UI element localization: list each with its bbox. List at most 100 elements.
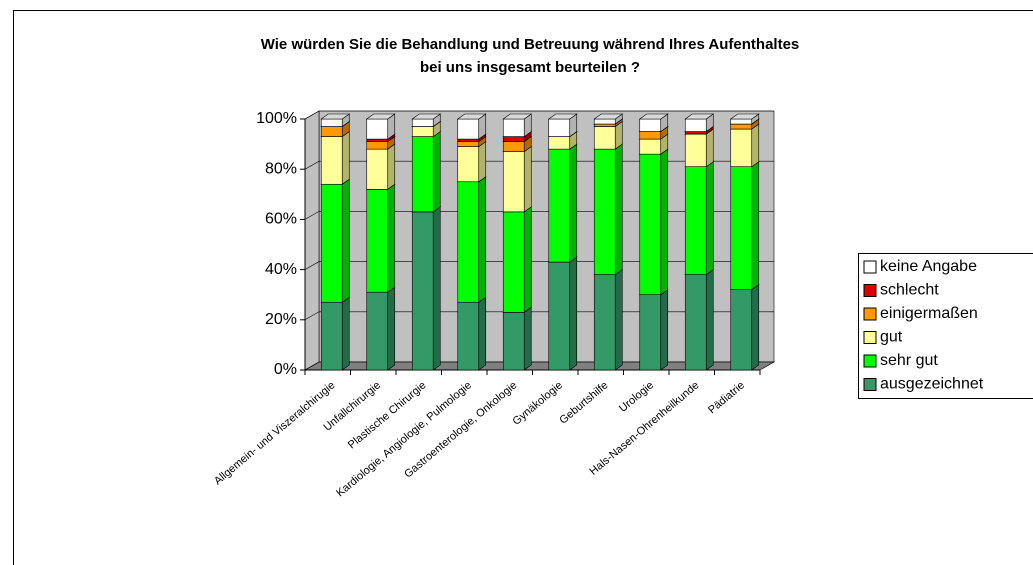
bar-segment [411, 136, 434, 213]
legend-label: sehr gut [880, 352, 938, 369]
bar-top [502, 113, 533, 120]
bar-side [751, 123, 760, 168]
bar-segment [639, 131, 662, 140]
bar-side [614, 143, 623, 276]
bar-side [569, 256, 578, 371]
legend-swatch [863, 378, 877, 391]
bar-segment [593, 274, 616, 371]
bar-side [387, 143, 396, 190]
grid-line [304, 110, 774, 120]
bar-side [660, 148, 669, 296]
bar-segment [684, 133, 707, 167]
legend-swatch [863, 284, 877, 297]
y-tick-label: 100% [256, 110, 297, 127]
chart-title: bei uns insgesamt beurteilen ? [420, 59, 640, 76]
y-tick-label: 20% [265, 311, 297, 328]
bar-top [593, 113, 624, 120]
legend-label: ausgezeichnet [880, 376, 984, 393]
bar-segment [684, 131, 707, 135]
bar-side [523, 306, 532, 371]
bar-segment [548, 136, 571, 150]
bar-segment [366, 188, 389, 293]
bar-side [569, 143, 578, 263]
bar-side [387, 183, 396, 293]
y-tick-label: 80% [265, 160, 297, 177]
bar-side [387, 286, 396, 371]
bar-segment [366, 138, 389, 142]
bar-side [523, 206, 532, 313]
legend-label: schlecht [880, 282, 939, 299]
bar-segment [457, 146, 480, 183]
bar-side [341, 178, 350, 303]
bar-side [660, 289, 669, 371]
bar-side [614, 269, 623, 371]
bar-segment [411, 211, 434, 371]
bar-side [478, 141, 487, 183]
bar-segment [502, 118, 525, 137]
legend-label: gut [880, 329, 903, 346]
bar-side [751, 284, 760, 371]
bar-segment [502, 211, 525, 313]
bar-side [478, 296, 487, 371]
bar-side [523, 146, 532, 213]
bar-side [432, 130, 441, 213]
legend-swatch [863, 260, 877, 274]
bar-segment [593, 118, 616, 125]
bar-segment [366, 291, 389, 371]
bar-top [320, 113, 351, 120]
bar-segment [320, 118, 343, 127]
bar-segment [320, 301, 343, 371]
bar-segment [548, 261, 571, 371]
y-tick-label: 60% [265, 211, 297, 228]
bar-segment [366, 141, 389, 150]
bar-top [411, 113, 442, 120]
legend-swatch [863, 354, 877, 368]
bar-top [729, 113, 760, 120]
bar-segment [639, 138, 662, 155]
bar-segment [684, 166, 707, 275]
bar-segment [457, 138, 480, 142]
bar-segment [730, 289, 753, 371]
bar-segment [548, 148, 571, 263]
bar-segment [502, 311, 525, 371]
bar-segment [502, 136, 525, 142]
bar-segment [457, 141, 480, 147]
legend-label: einigermaßen [880, 305, 978, 322]
bar-segment [457, 118, 480, 140]
bar-top [638, 113, 669, 120]
y-tick-label: 40% [265, 261, 297, 278]
bar-segment [593, 148, 616, 275]
bar-segment [411, 126, 434, 137]
bar-segment [411, 118, 434, 127]
bar-segment [366, 118, 389, 140]
bar-segment [502, 151, 525, 213]
bar-segment [684, 118, 707, 132]
legend-box [858, 253, 1033, 399]
bar-segment [593, 126, 616, 150]
bar-segment [457, 181, 480, 303]
bar-side [705, 128, 714, 168]
legend-label: keine Angabe [880, 258, 977, 275]
bar-segment [320, 126, 343, 137]
bar-top [365, 113, 396, 120]
bar-segment [639, 153, 662, 295]
bar-segment [593, 123, 616, 127]
bar-top [547, 113, 578, 120]
bar-side [432, 206, 441, 371]
bar-segment [684, 274, 707, 371]
bar-side [341, 296, 350, 371]
bar-segment [730, 118, 753, 125]
bar-segment [730, 166, 753, 290]
bar-segment [457, 301, 480, 371]
bar-segment [730, 123, 753, 130]
bar-segment [320, 183, 343, 303]
bar-top [684, 113, 715, 120]
bar-segment [320, 136, 343, 185]
bar-top [456, 113, 487, 120]
bar-segment [502, 141, 525, 152]
side-wall [304, 110, 320, 371]
chart-title: Wie würden Sie die Behandlung und Betreu… [261, 36, 800, 53]
y-tick-label: 0% [274, 361, 297, 378]
bar-segment [639, 118, 662, 132]
